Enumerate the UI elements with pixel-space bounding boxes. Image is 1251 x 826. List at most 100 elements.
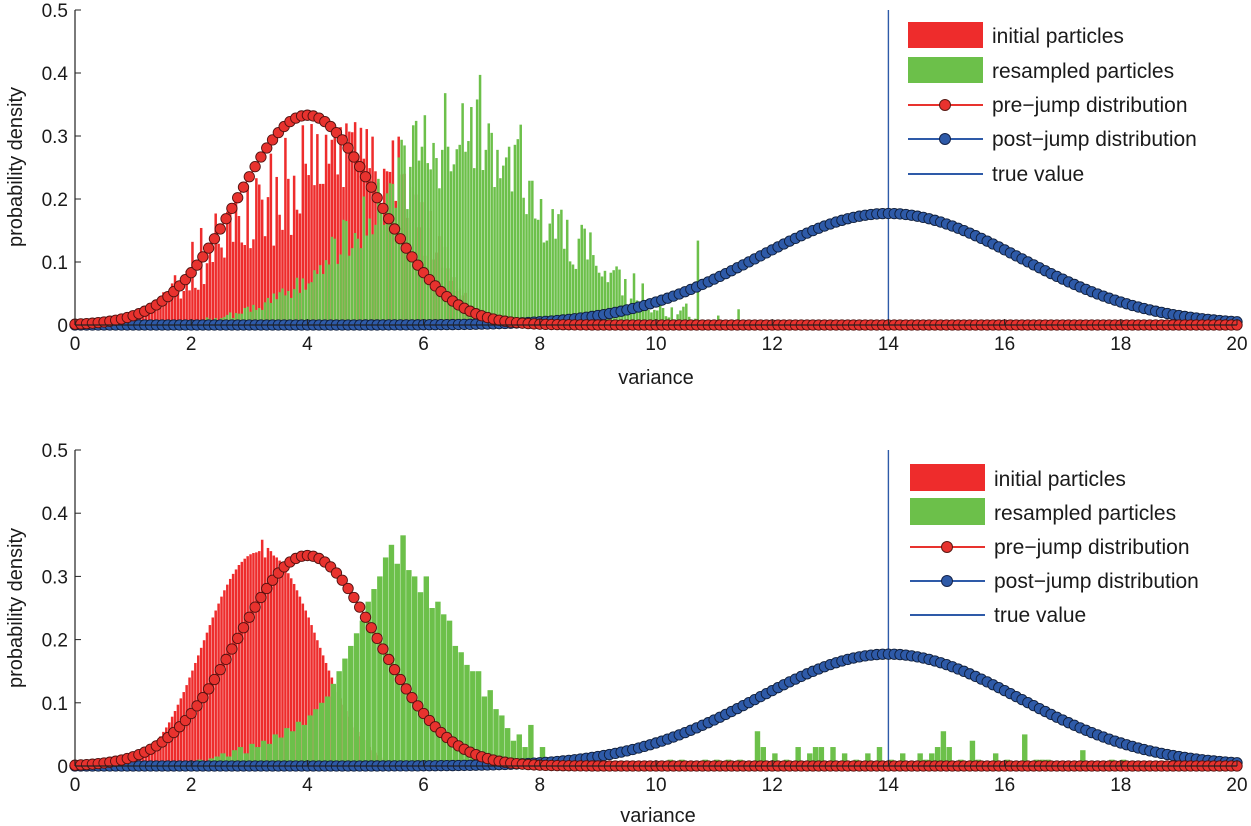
resampled-particle-bar (635, 300, 639, 325)
initial-particle-bar (237, 216, 241, 325)
resampled-particle-bar (406, 209, 409, 325)
x-axis-label: variance (618, 367, 694, 389)
x-tick-label: 2 (186, 334, 197, 355)
resampled-particle-bar (411, 576, 418, 766)
initial-particle-bar (249, 248, 252, 325)
pre-jump-marker (237, 622, 250, 634)
resampled-particle-bar (284, 295, 287, 325)
resampled-particle-bar (969, 740, 976, 766)
resampled-particle-bar (565, 219, 569, 325)
resampled-particle-bar (487, 690, 493, 766)
x-tick-label: 14 (878, 334, 900, 355)
initial-particle-bar (313, 632, 316, 766)
resampled-particle-bar (313, 270, 316, 325)
resampled-particle-bar (333, 238, 337, 325)
resampled-particle-bar (307, 715, 313, 766)
resampled-particle-bar (600, 276, 604, 325)
initial-particle-bar (301, 603, 305, 766)
pre-jump-marker (348, 151, 360, 163)
x-tick-label: 6 (418, 775, 429, 796)
pre-jump-marker (359, 171, 372, 183)
legend-swatch-resampled (908, 57, 983, 83)
resampled-particle-bar (612, 270, 615, 325)
resampled-particle-bar (406, 570, 412, 766)
initial-particle-bar (156, 303, 159, 325)
resampled-particle-bar (339, 254, 342, 325)
legend-label-true: true value (992, 163, 1084, 186)
initial-particle-bar (220, 247, 223, 325)
resampled-particle-bar (682, 306, 685, 325)
resampled-particle-bar (528, 724, 534, 766)
resampled-particle-bar (258, 307, 261, 325)
initial-particle-bar (197, 289, 200, 325)
resampled-particle-bar (234, 313, 238, 325)
initial-particle-bar (266, 547, 270, 766)
resampled-particle-bar (502, 165, 505, 325)
initial-particle-bar (260, 199, 264, 325)
resampled-particle-bar (496, 149, 499, 325)
resampled-particle-bar (533, 218, 537, 325)
initial-particle-bar (205, 263, 209, 325)
resampled-particle-bar (336, 263, 339, 325)
resampled-particle-bar (580, 224, 583, 325)
initial-particle-bar (278, 214, 281, 325)
resampled-particle-bar (319, 702, 325, 766)
pre-jump-marker (202, 683, 215, 695)
resampled-particle-bar (324, 260, 328, 325)
resampled-particle-bar (301, 724, 307, 766)
resampled-particle-bar (441, 149, 444, 325)
initial-particle-bar (316, 640, 319, 766)
x-tick-label: 12 (762, 334, 783, 355)
resampled-particle-bar (522, 197, 525, 325)
resampled-particle-bar (249, 743, 255, 766)
resampled-particle-bar (382, 224, 386, 325)
pre-jump-marker (232, 192, 244, 204)
initial-particle-bar (188, 290, 191, 325)
resampled-particle-bar (760, 747, 766, 766)
initial-particle-bar (208, 251, 212, 325)
legend-label-post: post−jump distribution (994, 570, 1199, 593)
pre-jump-marker (237, 181, 250, 193)
resampled-particle-bar (487, 123, 491, 326)
resampled-particle-bar (359, 248, 363, 325)
initial-particle-bar (319, 183, 322, 325)
initial-particle-bar (327, 163, 331, 325)
resampled-particle-bar (542, 242, 546, 325)
legend: initial particles resampled particles pr… (908, 22, 1197, 186)
resampled-particle-bar (504, 157, 508, 325)
initial-particle-bar (307, 617, 310, 766)
resampled-particle-bar (284, 728, 290, 766)
initial-particle-bar (298, 213, 302, 325)
pre-jump-marker (400, 683, 412, 695)
resampled-particle-bar (455, 149, 459, 325)
pre-jump-marker (185, 707, 197, 720)
resampled-particle-bar (319, 265, 322, 325)
resampled-particle-bar (394, 207, 398, 325)
pre-jump-marker (394, 673, 407, 686)
resampled-particle-bar (400, 535, 406, 766)
pre-jump-marker (208, 233, 221, 245)
resampled-particle-bar (411, 125, 415, 325)
resampled-particle-bar (255, 309, 258, 325)
initial-particle-bar (165, 727, 168, 766)
legend-marker-post (941, 575, 953, 587)
resampled-particle-bar (467, 141, 470, 325)
resampled-particle-bar (289, 297, 293, 325)
resampled-particle-bar (658, 305, 662, 325)
resampled-particle-bar (266, 743, 273, 766)
resampled-particle-bar (818, 747, 825, 766)
legend-label-initial: initial particles (992, 25, 1124, 48)
resampled-particle-bar (536, 219, 540, 325)
resampled-particle-bar (531, 180, 534, 325)
resampled-particle-bar (609, 272, 613, 325)
x-tick-label: 0 (70, 775, 81, 796)
pre-jump-marker (406, 692, 418, 704)
initial-particle-bar (301, 125, 305, 325)
resampled-particle-bar (618, 269, 621, 325)
resampled-particle-bar (571, 264, 575, 325)
initial-particle-bar (182, 290, 185, 325)
resampled-particle-bar (252, 304, 255, 325)
resampled-particle-bar (830, 747, 836, 766)
resampled-particle-bar (461, 103, 464, 326)
